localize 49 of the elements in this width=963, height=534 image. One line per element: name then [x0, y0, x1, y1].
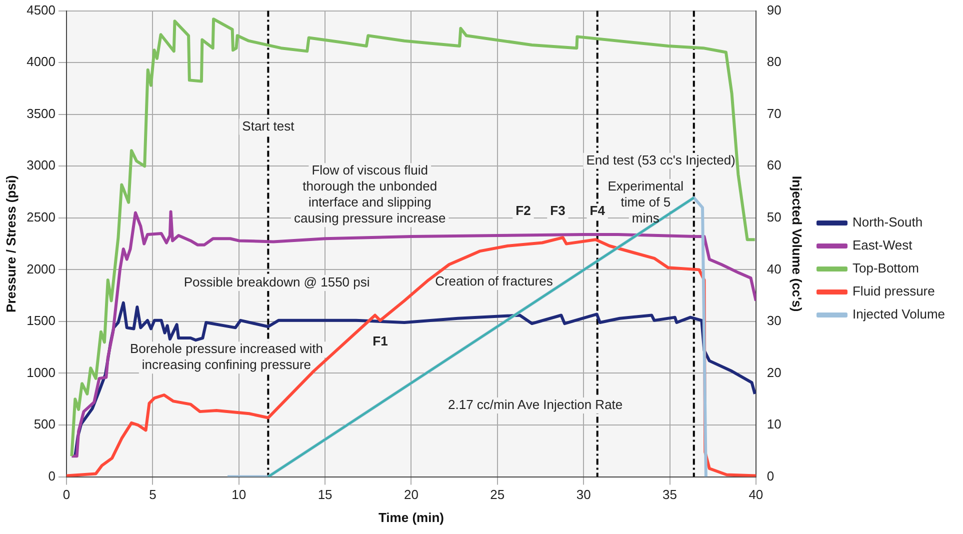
y-tick-label: 4500: [26, 2, 56, 18]
annotation: Possible breakdown @ 1550 psi: [184, 274, 370, 290]
annotation: Experimental time of 5 mins: [608, 178, 684, 226]
y2-tick-label: 30: [766, 313, 782, 328]
y2-tick-label: 60: [766, 158, 782, 173]
x-axis-title: Time (min): [378, 510, 444, 525]
y2-tick-label: 50: [766, 209, 782, 224]
y2-tick-label: 10: [766, 416, 782, 432]
y2-tick-label: 80: [766, 54, 782, 70]
x-tick-label: 20: [404, 487, 418, 502]
y-tick-label: 2500: [26, 209, 56, 224]
y2-tick-label: 0: [766, 468, 774, 484]
legend-label: North-South: [852, 214, 923, 230]
x-tick-label: 15: [318, 487, 332, 502]
annotation: Creation of fractures: [435, 274, 554, 289]
annotation: Flow of viscous fluid thorough the unbonded interface and slipping causing pressure increase: [294, 162, 446, 226]
y2-tick-label: 90: [766, 2, 782, 18]
x-tick-label: 25: [490, 487, 505, 502]
x-tick-label: 40: [748, 487, 764, 502]
annotation: F4: [590, 203, 606, 218]
x-tick-label: 5: [149, 487, 156, 502]
legend-label: East-West: [852, 238, 913, 253]
y-axis-title: Pressure / Stress (psi): [3, 175, 18, 312]
annotation: Start test: [242, 118, 295, 134]
y2-tick-label: 40: [766, 261, 782, 276]
annotation: Borehole pressure increased with increasing confining pressure: [130, 341, 323, 372]
y2-axis-title: Injected Volume (cc's): [790, 176, 805, 312]
legend-label: Top-Bottom: [852, 260, 919, 276]
annotation: F3: [550, 203, 566, 218]
x-tick-label: 0: [62, 487, 70, 502]
y-tick-label: 500: [34, 416, 56, 432]
y-tick-label: 0: [48, 468, 56, 484]
x-tick-label: 10: [232, 487, 246, 502]
annotation: F2: [516, 203, 531, 218]
y-tick-label: 3500: [26, 106, 56, 121]
annotation: F1: [372, 334, 388, 349]
y-tick-label: 1000: [26, 364, 56, 380]
y-tick-label: 2000: [26, 261, 56, 276]
y-tick-label: 1500: [26, 313, 56, 328]
x-tick-label: 35: [662, 487, 677, 502]
y2-tick-label: 70: [766, 106, 782, 121]
legend-label: Injected Volume: [852, 306, 946, 322]
y-tick-label: 4000: [26, 54, 56, 70]
y-tick-label: 3000: [26, 158, 56, 173]
legend-label: Fluid pressure: [852, 284, 935, 299]
annotation: End test (53 cc's Injected): [586, 152, 736, 168]
x-tick-label: 30: [576, 487, 591, 502]
annotation: 2.17 cc/min Ave Injection Rate: [448, 397, 623, 412]
y2-tick-label: 20: [766, 364, 782, 380]
